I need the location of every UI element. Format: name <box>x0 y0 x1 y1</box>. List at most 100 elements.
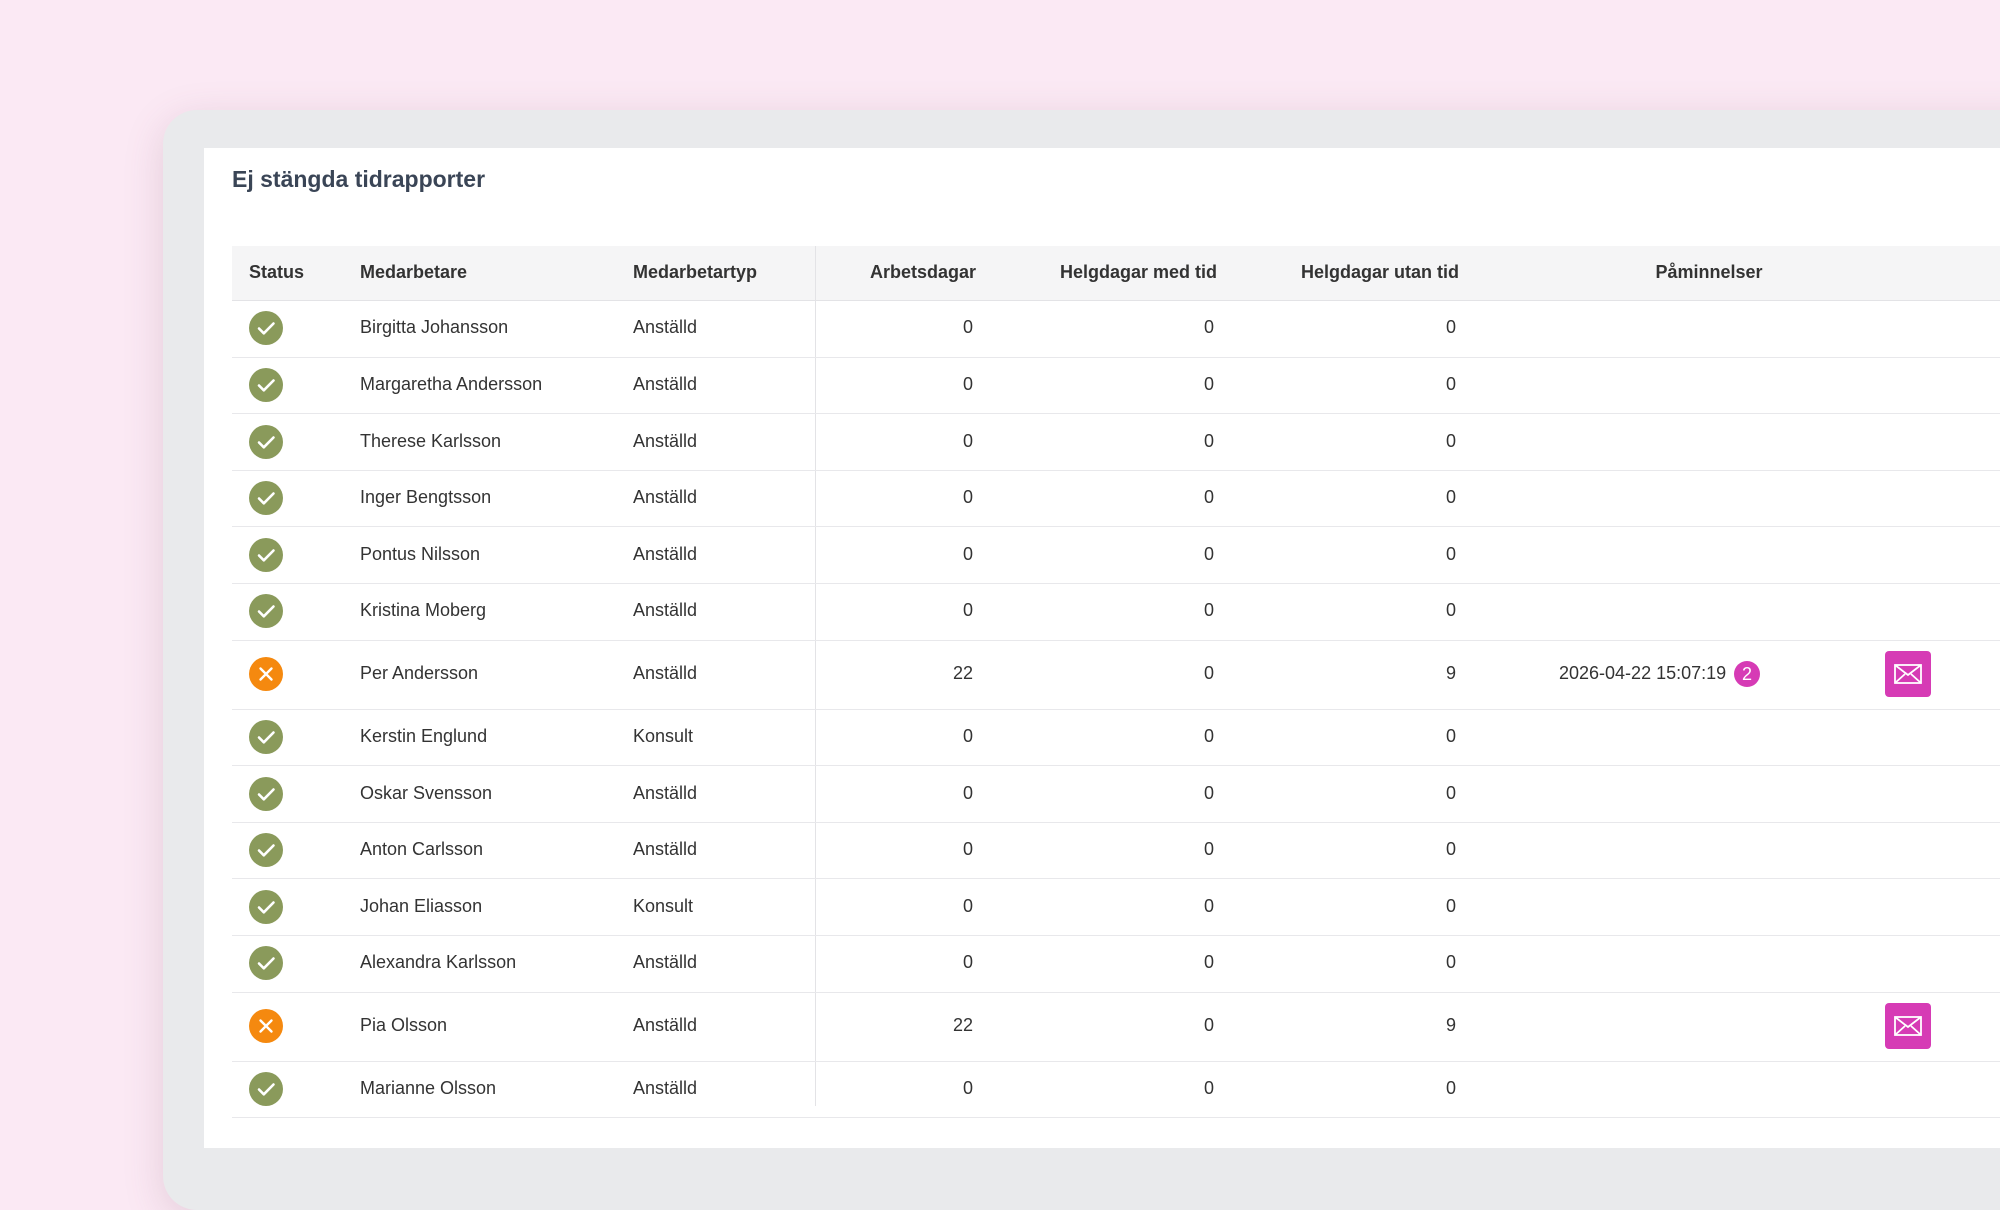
cell-number: 0 <box>1445 430 1456 451</box>
column-header: Påminnelser <box>1655 262 1763 282</box>
cell-text: Konsult <box>633 725 694 746</box>
cell-number: 0 <box>962 543 973 564</box>
row-border <box>232 765 2000 767</box>
row-border <box>232 356 2000 358</box>
panel <box>204 148 2000 1148</box>
cell-text: Anställd <box>633 1015 698 1036</box>
cell-number: 0 <box>1445 782 1456 803</box>
cell-number: 0 <box>1203 1077 1214 1098</box>
cell-number: 0 <box>962 782 973 803</box>
column-header: Medarbetare <box>360 262 468 282</box>
status-ok-icon <box>249 719 283 754</box>
status-ok-icon <box>249 889 283 924</box>
row-border <box>232 708 2000 710</box>
cell-number: 0 <box>1445 487 1456 508</box>
status-ok-icon <box>249 481 283 516</box>
cell-number: 0 <box>1203 663 1214 684</box>
row-border <box>232 878 2000 880</box>
cell-number: 0 <box>1445 373 1456 394</box>
cell-number: 0 <box>962 725 973 746</box>
cell-number: 0 <box>1203 839 1214 860</box>
cell-number: 0 <box>1203 430 1214 451</box>
cell-number: 0 <box>1203 373 1214 394</box>
cell-number: 0 <box>1445 895 1456 916</box>
cell-number: 0 <box>1203 782 1214 803</box>
cell-text: Therese Karlsson <box>360 430 502 451</box>
cell-number: 0 <box>1445 317 1456 338</box>
cell-number: 0 <box>1445 725 1456 746</box>
cell-text: Anställd <box>633 782 698 803</box>
cell-text: Anställd <box>633 663 698 684</box>
cell-number: 0 <box>962 952 973 973</box>
cell-number: 22 <box>952 663 973 684</box>
reminder-count: 2 <box>1734 661 1760 688</box>
row-border <box>232 526 2000 528</box>
row-border <box>232 469 2000 471</box>
cell-number: 0 <box>962 430 973 451</box>
column-header: Status <box>249 262 305 282</box>
cell-number: 0 <box>962 895 973 916</box>
cell-text: Anton Carlsson <box>360 839 484 860</box>
status-open-icon <box>249 1009 283 1044</box>
cell-text: Anställd <box>633 430 698 451</box>
cell-number: 0 <box>962 1077 973 1098</box>
row-border <box>232 1117 2000 1119</box>
cell-number: 0 <box>1445 1077 1456 1098</box>
status-ok-icon <box>249 311 283 346</box>
cell-number: 0 <box>1203 317 1214 338</box>
cell-text: Anställd <box>633 543 698 564</box>
cell-text: Kristina Moberg <box>360 600 487 621</box>
cell-number: 0 <box>1203 543 1214 564</box>
row-border <box>232 413 2000 415</box>
cell-text: Margaretha Andersson <box>360 373 543 394</box>
status-ok-icon <box>249 537 283 572</box>
status-open-icon <box>249 657 283 692</box>
status-ok-icon <box>249 594 283 629</box>
cell-text: Anställd <box>633 1077 698 1098</box>
cell-text: Birgitta Johansson <box>360 317 509 338</box>
cell-number: 0 <box>962 839 973 860</box>
cell-text: Anställd <box>633 600 698 621</box>
row-border <box>232 639 2000 641</box>
cell-number: 0 <box>1203 600 1214 621</box>
row-border <box>232 935 2000 936</box>
cell-number: 0 <box>962 600 973 621</box>
cell-number: 0 <box>1203 952 1214 973</box>
cell-number: 0 <box>962 487 973 508</box>
status-ok-icon <box>249 1071 283 1106</box>
cell-number: 9 <box>1445 663 1456 684</box>
send-reminder-button[interactable] <box>1885 1003 1931 1050</box>
page: {"title": "Ej stängda tidrapporter", "ta… <box>163 110 2000 1210</box>
cell-number: 0 <box>1203 487 1214 508</box>
column-divider <box>815 246 816 1106</box>
cell-number: 22 <box>952 1015 973 1036</box>
cell-number: 0 <box>1203 895 1214 916</box>
cell-text: Anställd <box>633 317 698 338</box>
cell-number: 0 <box>1445 839 1456 860</box>
row-border <box>232 1060 2000 1062</box>
cell-text: Pontus Nilsson <box>360 543 481 564</box>
row-border <box>232 583 2000 584</box>
cell-text: Alexandra Karlsson <box>360 952 517 973</box>
cell-text: Anställd <box>633 952 698 973</box>
status-ok-icon <box>249 776 283 811</box>
status-ok-icon <box>249 367 283 402</box>
cell-number: 0 <box>1445 543 1456 564</box>
cell-number: 0 <box>962 373 973 394</box>
cell-text: Marianne Olsson <box>360 1077 497 1098</box>
row-border <box>232 821 2000 823</box>
cell-number: 0 <box>1445 952 1456 973</box>
cell-text: Anställd <box>633 487 698 508</box>
cell-number: 0 <box>962 317 973 338</box>
cell-text: Inger Bengtsson <box>360 487 492 508</box>
send-reminder-button[interactable] <box>1885 651 1931 698</box>
cell-number: 9 <box>1445 1015 1456 1036</box>
cell-number: 0 <box>1203 1015 1214 1036</box>
row-border <box>232 991 2000 993</box>
cell-text: Kerstin Englund <box>360 725 488 746</box>
column-header: Helgdagar med tid <box>1059 262 1217 282</box>
column-header: Arbetsdagar <box>869 262 976 282</box>
cell-text: Per Andersson <box>360 663 479 684</box>
cell-text: Anställd <box>633 839 698 860</box>
cell-text: Oskar Svensson <box>360 782 493 803</box>
